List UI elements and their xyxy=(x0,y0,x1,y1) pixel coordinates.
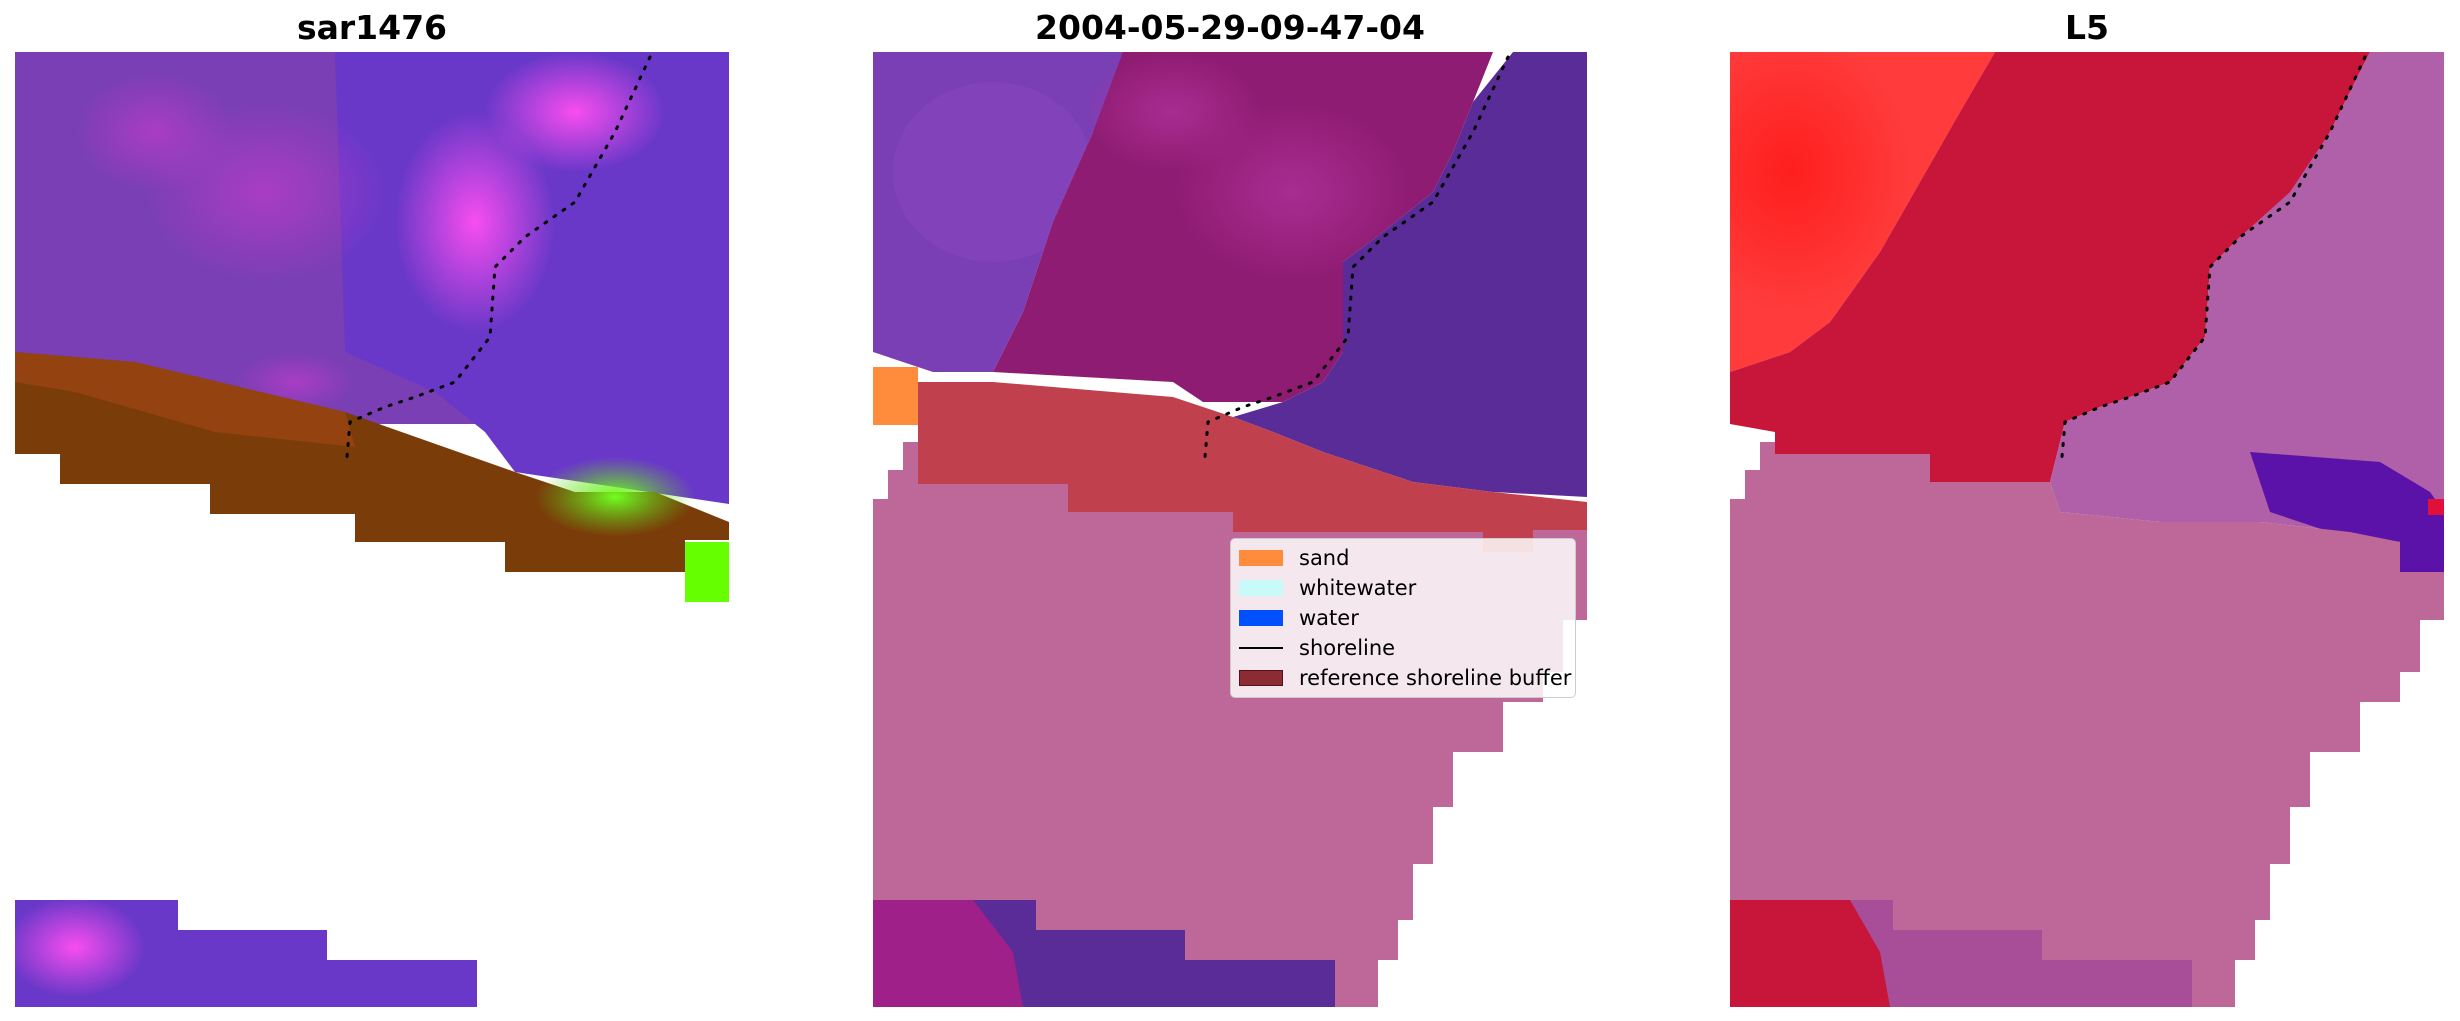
legend-line-shoreline xyxy=(1239,647,1283,649)
legend-item-reference-shoreline-buffer: reference shoreline buffer xyxy=(1239,663,1571,693)
panel-rgb-image xyxy=(15,52,729,1007)
l5-water-mauve xyxy=(2050,52,2444,572)
l5-bottom-strip xyxy=(1730,900,2192,1007)
legend-item-whitewater: whitewater xyxy=(1239,573,1416,603)
legend-swatch-sand xyxy=(1239,550,1283,566)
legend-swatch-water xyxy=(1239,610,1283,626)
legend-label-shoreline: shoreline xyxy=(1299,636,1396,660)
legend-item-shoreline: shoreline xyxy=(1239,633,1395,663)
rgb-green-vegetation xyxy=(535,457,729,602)
legend-label-reference-shoreline-buffer: reference shoreline buffer xyxy=(1299,666,1572,690)
legend-item-water: water xyxy=(1239,603,1359,633)
panel-title-rgb: sar1476 xyxy=(296,8,448,47)
class-water xyxy=(1233,52,1587,497)
legend-label-whitewater: whitewater xyxy=(1299,576,1417,600)
legend-swatch-reference-shoreline-buffer xyxy=(1239,670,1283,686)
class-sand xyxy=(873,367,918,425)
class-bottom-strip xyxy=(873,900,1335,1007)
legend-label-water: water xyxy=(1299,606,1359,630)
legend-label-sand: sand xyxy=(1299,546,1350,570)
class-shoreline-buffer xyxy=(918,382,1587,552)
l5-no-data-mask xyxy=(1730,442,2444,1007)
class-land-purple xyxy=(873,52,1123,372)
l5-crimson-region xyxy=(1730,52,2370,482)
panel-title-index: L5 xyxy=(2065,8,2109,47)
legend-swatch-whitewater xyxy=(1239,580,1283,596)
panel-title-classification: 2004-05-29-09-47-04 xyxy=(1035,8,1425,47)
legend: sand whitewater water shoreline referenc… xyxy=(1230,538,1576,698)
rgb-bottom-strip xyxy=(15,897,477,1007)
legend-item-sand: sand xyxy=(1239,543,1349,573)
panel-l5-index xyxy=(1730,52,2444,1007)
class-vegetation-magenta xyxy=(993,52,1493,402)
l5-bright-red-region xyxy=(1730,52,1995,372)
panel-classification xyxy=(873,52,1587,1007)
